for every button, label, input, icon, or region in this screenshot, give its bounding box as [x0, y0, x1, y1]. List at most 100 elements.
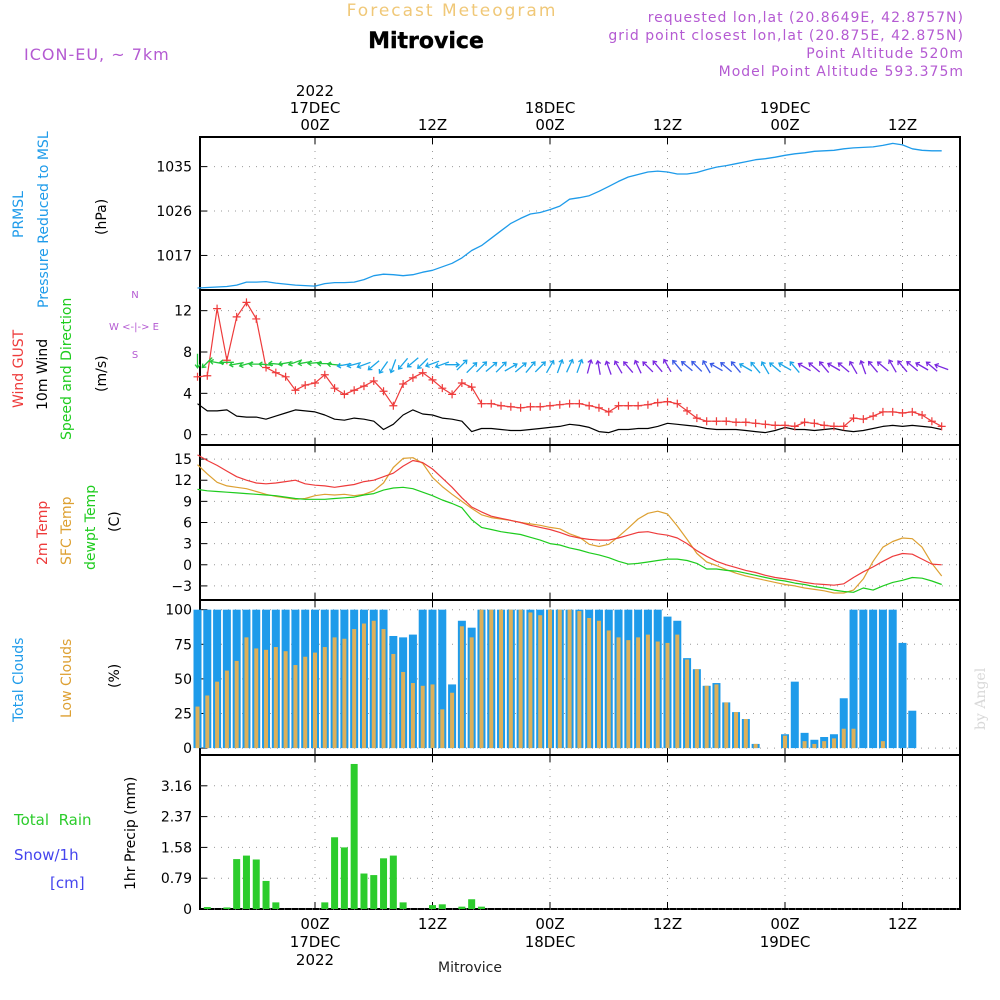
wind-gust-marker	[643, 400, 652, 409]
top-time-label: 12Z	[653, 116, 682, 134]
point-altitude: Point Altitude 520m	[806, 46, 964, 62]
wind-direction-arrow	[652, 360, 663, 373]
wind-gust-marker	[301, 381, 310, 390]
wind-direction-arrow	[434, 361, 450, 369]
total-cloud-bar	[428, 609, 437, 749]
total-cloud-bar	[878, 609, 887, 749]
wind-direction-arrow	[709, 362, 723, 372]
top-time-label: 2022	[296, 82, 334, 100]
wind-direction-arrow	[768, 362, 782, 373]
wind-gust-marker	[497, 401, 506, 410]
wind-direction-arrow	[495, 361, 507, 373]
wind-gust-marker	[761, 420, 770, 429]
wind-gust-marker	[908, 407, 917, 416]
rain-bar	[360, 873, 368, 909]
wind-label-gust: Wind GUST	[11, 329, 27, 408]
wind-gust-marker	[771, 421, 780, 430]
low-cloud-bar	[293, 665, 298, 749]
low-cloud-bar	[391, 653, 396, 749]
wind-gust-marker	[722, 417, 731, 426]
low-cloud-bar	[479, 609, 484, 749]
bottom-time-label: 12Z	[888, 915, 917, 933]
pressure-label-prmsl: PRMSL	[11, 191, 27, 238]
wind-gust-marker	[878, 407, 887, 416]
low-cloud-bar	[606, 630, 611, 749]
low-cloud-bar	[361, 623, 366, 749]
wind-speed-line	[197, 403, 942, 434]
precip-label-axis: 1hr Precip (mm)	[123, 777, 139, 890]
wind-direction-arrow	[672, 359, 683, 372]
low-cloud-bar	[244, 637, 249, 749]
wind-direction-arrow	[876, 361, 889, 372]
bottom-time-label: 18DEC	[525, 933, 576, 951]
pressure-panel: 1017 1026 1035	[156, 136, 961, 291]
rain-bar	[242, 855, 250, 909]
wind-direction-arrow	[525, 361, 536, 374]
precip-label-cm: [cm]	[50, 874, 85, 892]
low-cloud-bar	[812, 743, 817, 749]
low-cloud-bar	[273, 647, 278, 749]
wind-label-unit: (m/s)	[94, 355, 110, 392]
low-cloud-bar	[381, 629, 386, 749]
pressure-frame	[199, 136, 961, 291]
rain-bar	[370, 875, 378, 909]
wind-direction-arrow	[633, 359, 642, 374]
wind-gust-marker	[516, 403, 525, 412]
wind-gust-marker	[712, 417, 721, 426]
low-cloud-bar	[734, 712, 739, 749]
low-cloud-bar	[567, 609, 572, 749]
total-cloud-bar	[203, 609, 212, 749]
temperature-ytick-label: 15	[174, 452, 192, 468]
model-label: ICON-EU, ~ 7km	[24, 45, 170, 64]
wind-direction-arrow	[642, 361, 654, 373]
total-cloud-bar	[790, 681, 799, 749]
dewpt-line	[197, 486, 942, 593]
low-cloud-bar	[205, 695, 210, 749]
wind-direction-arrow	[406, 357, 419, 368]
wind-direction-arrow	[720, 362, 733, 373]
clouds-ytick-label: 75	[174, 637, 192, 653]
wind-gust-marker	[252, 314, 261, 323]
total-cloud-bar	[908, 710, 917, 749]
total-cloud-bar	[418, 609, 427, 749]
wind-gust-marker	[448, 390, 457, 399]
wind-gust-marker	[242, 298, 251, 307]
total-cloud-bar	[849, 609, 858, 749]
precipitation-ytick-label: 0.79	[161, 871, 192, 887]
wind-gust-marker	[692, 414, 701, 423]
wind-direction-arrow	[915, 361, 929, 371]
wind-gust-marker	[918, 411, 927, 420]
wind-gust-marker	[820, 421, 829, 430]
wind-gust-marker	[653, 398, 662, 407]
low-cloud-bar	[577, 611, 582, 749]
wind-direction-arrow	[576, 358, 584, 374]
pressure-labels: PRMSL Pressure Reduced to MSL (hPa)	[11, 131, 110, 308]
rain-bar	[477, 906, 485, 909]
wind-gust-marker	[888, 407, 897, 416]
low-cloud-bar	[831, 738, 836, 749]
rain-bar	[380, 858, 388, 909]
wind-direction-arrow	[466, 362, 478, 374]
wind-direction-arrow	[456, 359, 468, 371]
top-time-label: 12Z	[888, 116, 917, 134]
bottom-time-label: 19DEC	[760, 933, 811, 951]
wind-gust-marker	[350, 386, 359, 395]
wind-gust-marker	[800, 418, 809, 427]
wind-gust-marker	[614, 401, 623, 410]
temperature-ytick-label: 12	[174, 473, 192, 489]
wind-gust-marker	[213, 304, 222, 313]
wind-gust-marker	[271, 368, 280, 377]
wind-panel: 0 4 8 12	[174, 289, 961, 446]
pressure-ytick-label: 1026	[156, 204, 192, 220]
wind-direction-arrow	[586, 358, 594, 374]
wind-direction-arrow	[485, 361, 498, 372]
wind-gust-marker	[849, 414, 858, 423]
wind-direction-arrow	[504, 362, 518, 372]
wind-direction-arrow	[378, 361, 389, 374]
rain-bar	[262, 880, 270, 909]
pressure-label-unit: (hPa)	[94, 199, 110, 235]
rain-bar	[252, 859, 260, 909]
top-time-label: 00Z	[770, 116, 799, 134]
wind-gust-marker	[604, 407, 613, 416]
low-cloud-bar	[234, 660, 239, 749]
